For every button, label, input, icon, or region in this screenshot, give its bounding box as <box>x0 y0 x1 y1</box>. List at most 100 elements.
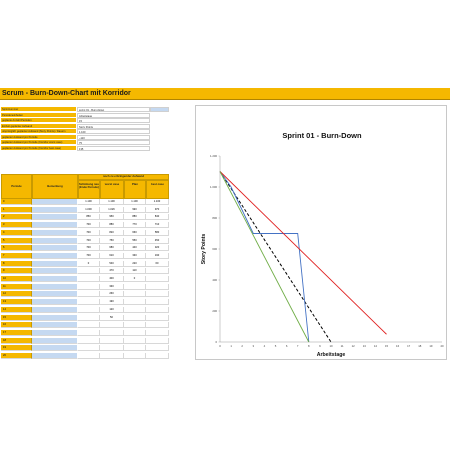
table-cell-worst[interactable] <box>100 353 124 359</box>
table-cell-plan[interactable]: 990 <box>124 206 146 213</box>
param-value-cell[interactable]: sprint 01 - Burn-Down <box>77 107 150 112</box>
param-value-cell[interactable]: 75 <box>77 140 150 145</box>
table-cell-best[interactable]: 1.100 <box>146 199 169 205</box>
table-cell-worst[interactable] <box>100 337 124 344</box>
table-cell-worst[interactable]: 120 <box>100 306 124 313</box>
table-cell-plan[interactable] <box>124 283 146 290</box>
table-cell-est[interactable]: 700 <box>78 229 100 236</box>
table-row-note[interactable] <box>32 329 78 336</box>
param-value-cell[interactable]: ~110 <box>77 134 150 140</box>
table-cell-est[interactable] <box>78 353 100 359</box>
table-cell-best[interactable] <box>146 322 169 329</box>
table-cell-worst[interactable]: 610 <box>100 252 124 259</box>
burn-down-chart[interactable]: Sprint 01 - Burn-Down 0 200 400 600 800 1.000 1… <box>195 105 447 360</box>
table-cell-plan[interactable] <box>124 345 146 352</box>
table-row-note[interactable] <box>32 245 78 252</box>
table-row-note[interactable] <box>32 206 78 213</box>
table-cell-best[interactable] <box>146 345 169 352</box>
table-cell-best[interactable] <box>146 291 169 298</box>
table-row-note[interactable] <box>32 353 78 359</box>
table-cell-plan[interactable]: 220 <box>124 260 146 267</box>
table-row-note[interactable] <box>32 299 78 306</box>
table-cell-plan[interactable] <box>124 299 146 306</box>
table-cell-worst[interactable]: 190 <box>100 299 124 306</box>
param-extra-cell[interactable] <box>150 107 169 112</box>
table-cell-best[interactable] <box>146 329 169 336</box>
table-cell-best[interactable] <box>146 268 169 275</box>
table-row-note[interactable] <box>32 268 78 275</box>
table-cell-plan[interactable]: 550 <box>124 237 146 244</box>
table-cell-est[interactable] <box>78 337 100 344</box>
table-cell-plan[interactable] <box>124 329 146 336</box>
table-cell-plan[interactable] <box>124 314 146 321</box>
table-row-note[interactable] <box>32 252 78 259</box>
table-row-note[interactable] <box>32 291 78 298</box>
table-row-note[interactable] <box>32 199 78 205</box>
table-cell-worst[interactable]: 820 <box>100 229 124 236</box>
table-cell-est[interactable] <box>78 283 100 290</box>
table-cell-plan[interactable] <box>124 291 146 298</box>
table-cell-best[interactable] <box>146 353 169 359</box>
table-cell-worst[interactable]: 680 <box>100 245 124 252</box>
param-value-cell[interactable]: 1.100 <box>77 129 150 134</box>
table-row-note[interactable] <box>32 314 78 321</box>
table-cell-worst[interactable]: 540 <box>100 260 124 267</box>
table-cell-best[interactable]: 320 <box>146 245 169 252</box>
table-cell-est[interactable]: 700 <box>78 237 100 244</box>
table-cell-est[interactable]: 0 <box>78 260 100 267</box>
table-row-note[interactable] <box>32 229 78 236</box>
table-cell-est[interactable] <box>78 306 100 313</box>
table-cell-est[interactable] <box>78 291 100 298</box>
table-cell-est[interactable] <box>78 276 100 282</box>
table-cell-plan[interactable] <box>124 306 146 313</box>
table-cell-est[interactable]: 850 <box>78 214 100 221</box>
table-cell-best[interactable] <box>146 314 169 321</box>
table-cell-est[interactable] <box>78 268 100 275</box>
table-cell-plan[interactable] <box>124 337 146 344</box>
table-row-note[interactable] <box>32 222 78 229</box>
table-row-note[interactable] <box>32 214 78 221</box>
table-cell-best[interactable] <box>146 283 169 290</box>
table-cell-est[interactable]: 700 <box>78 222 100 229</box>
table-cell-worst[interactable]: 950 <box>100 214 124 221</box>
table-cell-plan[interactable]: 440 <box>124 245 146 252</box>
table-cell-plan[interactable] <box>124 353 146 359</box>
table-cell-plan[interactable]: 1.100 <box>124 199 146 205</box>
table-cell-best[interactable] <box>146 337 169 344</box>
table-row-note[interactable] <box>32 283 78 290</box>
table-cell-worst[interactable]: 330 <box>100 283 124 290</box>
table-cell-worst[interactable]: 470 <box>100 268 124 275</box>
table-cell-worst[interactable]: 750 <box>100 237 124 244</box>
table-cell-best[interactable]: 190 <box>146 252 169 259</box>
table-cell-plan[interactable]: 110 <box>124 268 146 275</box>
table-row-note[interactable] <box>32 260 78 267</box>
table-cell-plan[interactable]: 770 <box>124 222 146 229</box>
table-cell-est[interactable]: 1.000 <box>78 206 100 213</box>
table-row-note[interactable] <box>32 345 78 352</box>
table-cell-best[interactable] <box>146 299 169 306</box>
table-cell-worst[interactable] <box>100 322 124 329</box>
table-row-note[interactable] <box>32 276 78 282</box>
table-cell-est[interactable]: 1.100 <box>78 199 100 205</box>
table-cell-est[interactable] <box>78 314 100 321</box>
table-cell-best[interactable] <box>146 276 169 282</box>
table-cell-plan[interactable]: 330 <box>124 252 146 259</box>
table-cell-best[interactable]: 970 <box>146 206 169 213</box>
param-value-cell[interactable]: Arbeitstage <box>77 112 150 118</box>
table-cell-worst[interactable]: 880 <box>100 222 124 229</box>
table-cell-best[interactable] <box>146 306 169 313</box>
table-cell-worst[interactable]: 1.026 <box>100 206 124 213</box>
table-cell-worst[interactable]: 400 <box>100 276 124 282</box>
table-cell-plan[interactable]: 880 <box>124 214 146 221</box>
table-cell-best[interactable]: 710 <box>146 222 169 229</box>
table-cell-best[interactable]: 840 <box>146 214 169 221</box>
table-cell-worst[interactable] <box>100 345 124 352</box>
table-cell-est[interactable] <box>78 329 100 336</box>
table-cell-worst[interactable] <box>100 329 124 336</box>
table-cell-worst[interactable]: 50 <box>100 314 124 321</box>
table-cell-est[interactable] <box>78 322 100 329</box>
table-cell-est[interactable] <box>78 345 100 352</box>
table-cell-plan[interactable] <box>124 322 146 329</box>
table-row-note[interactable] <box>32 322 78 329</box>
table-cell-plan[interactable]: 0 <box>124 276 146 282</box>
